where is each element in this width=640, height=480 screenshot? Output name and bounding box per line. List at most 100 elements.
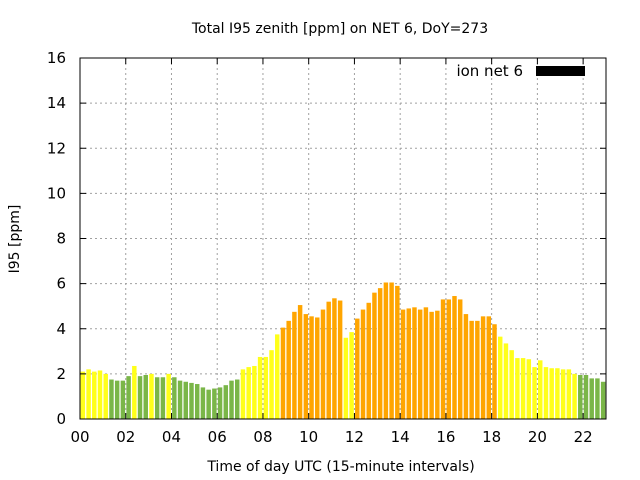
bar: [406, 308, 411, 419]
bar: [583, 375, 589, 419]
x-tick-label: 18: [482, 428, 501, 446]
y-tick-label: 8: [56, 230, 66, 248]
bar: [154, 377, 160, 419]
bar: [103, 373, 108, 420]
bar: [275, 334, 280, 419]
bar: [435, 310, 440, 419]
bar: [349, 332, 354, 419]
bar: [332, 298, 337, 419]
x-tick-label: 12: [345, 428, 364, 446]
bar: [480, 316, 486, 419]
bar: [423, 307, 429, 419]
bar: [166, 373, 171, 420]
bar: [315, 317, 320, 419]
x-tick-label: 16: [436, 428, 455, 446]
bar: [269, 350, 274, 419]
x-tick-label: 08: [253, 428, 272, 446]
bar: [532, 367, 537, 419]
bar: [400, 309, 406, 419]
bar: [595, 378, 600, 419]
y-tick-label: 4: [56, 320, 66, 338]
bar: [223, 385, 229, 419]
bar: [114, 380, 120, 419]
legend: ion net 6: [456, 62, 585, 80]
bar: [526, 359, 532, 419]
bar: [257, 356, 263, 419]
bar: [475, 320, 480, 419]
y-tick-label: 12: [47, 139, 66, 157]
bar: [143, 375, 148, 419]
chart-title: Total I95 zenith [ppm] on NET 6, DoY=273: [191, 21, 488, 37]
bar: [126, 376, 131, 419]
bar: [280, 327, 286, 419]
y-tick-label: 14: [47, 94, 66, 112]
bar: [446, 299, 451, 419]
bar: [194, 384, 200, 419]
y-tick-labels: 0 2 4 6 8 10 12 14 16: [47, 49, 66, 428]
bar: [486, 316, 492, 419]
bar: [149, 373, 154, 420]
bar: [246, 367, 251, 419]
bar: [309, 316, 314, 419]
bar: [389, 282, 394, 419]
bar: [492, 324, 497, 419]
bar: [263, 356, 269, 419]
bar: [395, 285, 400, 419]
ticks: [79, 57, 606, 420]
bars: [80, 282, 606, 420]
bar: [200, 387, 206, 419]
bar: [452, 296, 457, 419]
x-tick-label: 04: [162, 428, 181, 446]
bar: [383, 282, 389, 419]
bar: [183, 381, 188, 419]
bar: [137, 376, 143, 419]
y-tick-label: 2: [56, 365, 66, 383]
bar: [498, 336, 503, 419]
bar: [503, 343, 509, 419]
bar: [303, 314, 309, 419]
bar: [572, 373, 577, 420]
bar: [355, 318, 360, 419]
bar: [86, 369, 91, 419]
bar: [360, 309, 366, 419]
y-axis-label: I95 [ppm]: [7, 205, 23, 274]
bar: [600, 381, 606, 419]
x-tick-label: 02: [116, 428, 135, 446]
bar: [457, 299, 463, 419]
x-tick-label: 10: [299, 428, 318, 446]
bar: [555, 368, 560, 419]
x-tick-labels: 00 02 04 06 08 10 12 14 16 18 20 22: [70, 428, 592, 446]
bar: [189, 382, 194, 419]
bar: [217, 387, 223, 419]
bar: [440, 299, 446, 419]
bar: [177, 380, 183, 419]
bar: [560, 369, 566, 419]
bar: [235, 379, 240, 419]
bar: [337, 300, 343, 419]
bar: [578, 375, 583, 419]
bar: [469, 320, 474, 419]
x-tick-label: 14: [391, 428, 410, 446]
bar: [292, 311, 297, 419]
x-tick-label: 20: [528, 428, 547, 446]
legend-swatch: [536, 66, 585, 76]
x-tick-label: 06: [208, 428, 227, 446]
y-tick-label: 16: [47, 49, 66, 67]
bar: [520, 358, 526, 419]
bar: [80, 371, 86, 419]
bar: [212, 388, 217, 419]
bar: [160, 377, 166, 419]
bar: [206, 389, 211, 419]
bar: [252, 365, 257, 419]
bar: [412, 307, 417, 419]
bar: [172, 377, 177, 419]
bar: [297, 305, 303, 419]
bar: [515, 358, 520, 419]
y-tick-label: 6: [56, 275, 66, 293]
bar: [566, 369, 572, 419]
x-tick-label: 22: [574, 428, 593, 446]
bar: [589, 378, 594, 419]
bar: [343, 337, 349, 419]
bar: [417, 309, 423, 419]
